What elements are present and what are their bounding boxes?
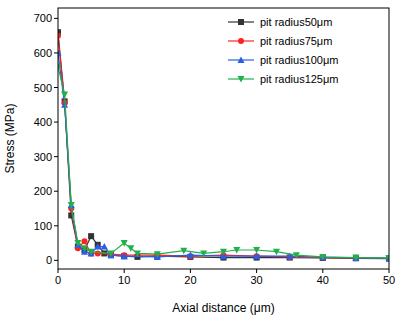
y-tick-label: 100 [34,220,52,232]
y-tick [54,87,58,88]
point [127,245,134,252]
point [107,250,114,257]
legend: pit radius50μm pit radius75μm pit radius10… [228,16,339,85]
x-tick [256,269,257,273]
legend-marker [238,19,244,25]
point [94,243,101,250]
point [121,240,128,247]
x-tick-label: 20 [184,274,196,286]
point [180,248,187,255]
point [101,243,108,250]
point [200,250,207,257]
x-tick-label: 10 [118,274,130,286]
point [88,233,94,239]
legend-label: pit radius75μm [260,35,332,47]
point [220,249,227,256]
y-tick-label: 0 [46,254,52,266]
y-tick-label: 700 [34,12,52,24]
point [68,202,75,209]
legend-label: pit radius100μm [260,54,339,66]
point [134,250,141,257]
y-axis-label: Stress (MPa) [3,103,17,173]
x-tick [322,269,323,273]
point [81,245,88,252]
point [68,201,75,208]
series-line [58,36,389,259]
y-tick-label: 300 [34,151,52,163]
x-tick-label: 40 [317,274,329,286]
point [319,254,326,261]
x-tick-label: 30 [250,274,262,286]
plot-frame [58,8,389,269]
y-tick [54,260,58,261]
plot-area [58,29,389,261]
point [154,251,161,258]
legend-label: pit radius125μm [260,73,339,85]
y-tick-label: 500 [34,82,52,94]
series-line [58,53,389,258]
point [88,249,95,256]
y-tick-label: 200 [34,185,52,197]
legend-marker [238,38,244,44]
y-tick [54,191,58,192]
point [293,252,300,259]
legend-label: pit radius50μm [260,16,332,28]
y-tick-label: 600 [34,47,52,59]
legend-marker [238,56,245,63]
y-tick [54,52,58,53]
point [74,240,81,247]
x-tick-label: 50 [383,274,395,286]
point [58,49,62,56]
y-tick [54,225,58,226]
x-tick [124,269,125,273]
point [81,238,87,244]
point [61,91,68,98]
series-line [58,67,389,258]
point [386,255,390,262]
x-tick-label: 0 [55,274,61,286]
x-tick [389,269,390,273]
point [253,247,260,254]
point [273,249,280,256]
chart: 010203040500100200300400500600700Axial d… [0,0,399,319]
point [58,64,62,71]
y-tick [54,122,58,123]
point [352,255,359,262]
x-tick [190,269,191,273]
point [253,253,260,260]
point [233,247,240,254]
point [95,250,101,256]
legend-marker [238,76,245,83]
y-tick [54,18,58,19]
x-tick [58,269,59,273]
y-tick [54,156,58,157]
series-line [58,32,389,258]
point [187,252,194,259]
point [121,253,128,260]
y-tick-label: 400 [34,116,52,128]
x-axis-label: Axial distance (μm) [172,301,274,315]
